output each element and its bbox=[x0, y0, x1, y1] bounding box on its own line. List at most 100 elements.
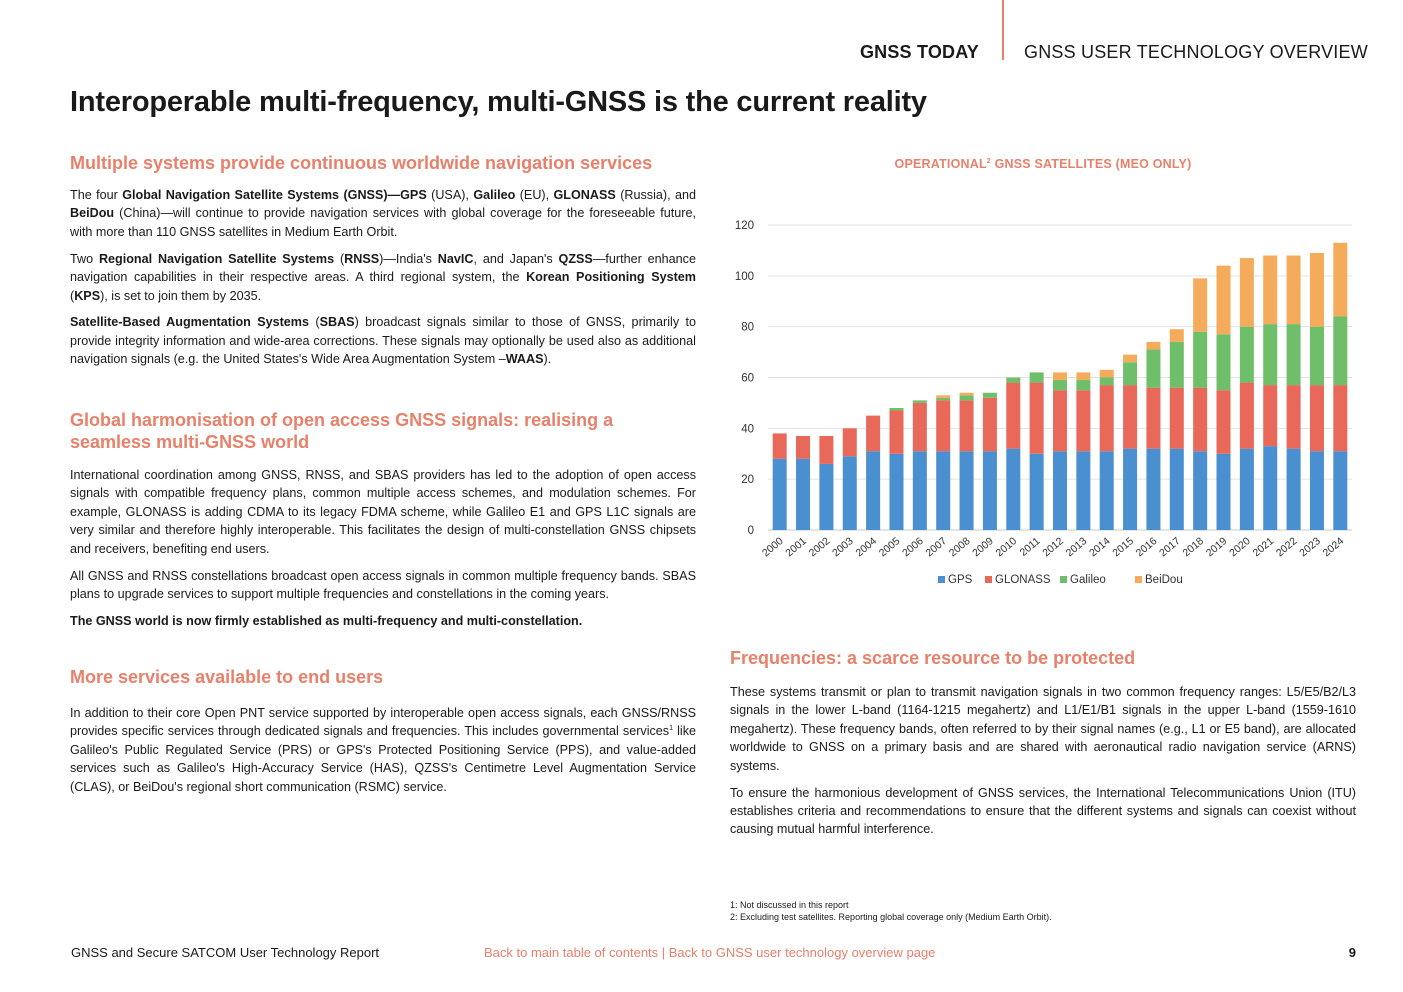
bar-segment-glonass bbox=[842, 428, 857, 457]
bar-segment-gps bbox=[982, 451, 997, 530]
bar-segment-galileo bbox=[1123, 362, 1138, 386]
section-heading: More services available to end users bbox=[70, 667, 384, 687]
x-tick-label: 2005 bbox=[877, 535, 903, 559]
paragraph-conclusion: The GNSS world is now firmly established… bbox=[70, 613, 583, 628]
paragraph-frequency-ranges: These systems transmit or plan to transm… bbox=[730, 685, 1356, 773]
y-tick-label: 20 bbox=[741, 474, 754, 486]
header-right: GNSS USER TECHNOLOGY OVERVIEW bbox=[1024, 42, 1368, 62]
bar-segment-galileo bbox=[889, 408, 904, 411]
x-tick-label: 2014 bbox=[1087, 535, 1113, 559]
footer-links: Back to main table of contents | Back to… bbox=[484, 945, 935, 960]
bar-segment-gps bbox=[1123, 448, 1138, 530]
section-multiple-systems: Multiple systems provide continuous worl… bbox=[70, 152, 696, 377]
bar-segment-glonass bbox=[1309, 385, 1324, 452]
y-tick-label: 40 bbox=[741, 423, 754, 435]
bar-segment-gps bbox=[1239, 448, 1254, 530]
x-tick-label: 2010 bbox=[994, 535, 1020, 559]
bar-segment-galileo bbox=[1146, 349, 1161, 388]
legend-swatch-gps bbox=[938, 576, 945, 583]
bar-segment-glonass bbox=[936, 400, 951, 452]
bar-segment-beidou bbox=[1333, 242, 1348, 317]
x-tick-label: 2008 bbox=[947, 535, 973, 559]
bar-segment-beidou bbox=[1169, 329, 1184, 342]
bar-segment-gps bbox=[866, 451, 881, 530]
bar-segment-beidou bbox=[1099, 369, 1114, 378]
bar-segment-gps bbox=[936, 451, 951, 530]
x-tick-label: 2000 bbox=[760, 535, 786, 559]
bar-segment-galileo bbox=[1309, 326, 1324, 386]
link-overview-page[interactable]: Back to GNSS user technology overview pa… bbox=[668, 945, 936, 960]
x-tick-label: 2018 bbox=[1180, 535, 1206, 559]
bar-segment-gps bbox=[842, 456, 857, 530]
bar-segment-galileo bbox=[1239, 326, 1254, 383]
section-harmonisation: Global harmonisation of open access GNSS… bbox=[70, 409, 696, 639]
bar-segment-glonass bbox=[959, 400, 974, 452]
section-heading: Global harmonisation of open access GNSS… bbox=[70, 410, 614, 452]
bar-segment-gps bbox=[1169, 448, 1184, 530]
x-tick-label: 2002 bbox=[807, 535, 833, 559]
x-tick-label: 2013 bbox=[1064, 535, 1090, 559]
footnote-2: 2: Excluding test satellites. Reporting … bbox=[730, 912, 1052, 922]
section-heading: Frequencies: a scarce resource to be pro… bbox=[730, 648, 1136, 668]
x-tick-label: 2009 bbox=[970, 535, 996, 559]
bar-segment-glonass bbox=[1076, 390, 1091, 452]
bar-segment-gps bbox=[1076, 451, 1091, 530]
bar-segment-gps bbox=[1193, 451, 1208, 530]
x-tick-label: 2017 bbox=[1157, 535, 1183, 559]
bar-segment-glonass bbox=[1193, 387, 1208, 452]
x-tick-label: 2024 bbox=[1321, 535, 1347, 559]
bar-segment-gps bbox=[1099, 451, 1114, 530]
legend-swatch-galileo bbox=[1060, 576, 1067, 583]
bar-segment-glonass bbox=[982, 397, 997, 452]
bar-segment-glonass bbox=[866, 415, 881, 452]
bar-segment-galileo bbox=[1169, 341, 1184, 388]
y-tick-label: 120 bbox=[735, 220, 754, 232]
bar-segment-beidou bbox=[1309, 252, 1324, 327]
bar-segment-gps bbox=[1333, 451, 1348, 530]
bar-segment-glonass bbox=[1263, 385, 1278, 447]
bar-segment-gps bbox=[1263, 446, 1278, 530]
bar-segment-galileo bbox=[1333, 316, 1348, 386]
header-separator bbox=[1002, 0, 1004, 60]
bar-segment-gps bbox=[1146, 448, 1161, 530]
page-number: 9 bbox=[1348, 945, 1356, 960]
bar-segment-galileo bbox=[1099, 377, 1114, 386]
bar-segment-galileo bbox=[959, 395, 974, 401]
legend-label: GLONASS bbox=[995, 574, 1051, 586]
paragraph-sbas: Satellite-Based Augmentation Systems (SB… bbox=[70, 315, 697, 367]
bar-segment-gps bbox=[1006, 448, 1021, 530]
bar-segment-gps bbox=[1286, 448, 1301, 530]
bar-segment-galileo bbox=[1193, 331, 1208, 388]
paragraph-bands: All GNSS and RNSS constellations broadca… bbox=[70, 568, 696, 601]
bar-segment-gps bbox=[796, 458, 811, 530]
bar-segment-glonass bbox=[1029, 382, 1044, 454]
bar-segment-glonass bbox=[1123, 385, 1138, 449]
bar-segment-galileo bbox=[1076, 380, 1091, 391]
link-main-toc[interactable]: Back to main table of contents bbox=[484, 945, 659, 960]
bar-segment-gps bbox=[819, 463, 834, 530]
paragraph-gnss: The four Global Navigation Satellite Sys… bbox=[70, 188, 696, 239]
link-separator: | bbox=[658, 945, 669, 960]
x-tick-label: 2012 bbox=[1040, 535, 1066, 559]
bar-segment-galileo bbox=[936, 397, 951, 401]
page-title: Interoperable multi-frequency, multi-GNS… bbox=[70, 86, 927, 118]
x-tick-label: 2007 bbox=[924, 535, 950, 559]
x-tick-label: 2022 bbox=[1274, 535, 1300, 559]
paragraph-rnss: Two Regional Navigation Satellite System… bbox=[70, 251, 697, 303]
bar-segment-glonass bbox=[1169, 387, 1184, 449]
bar-segment-glonass bbox=[1216, 390, 1231, 454]
chart-title: OPERATIONAL2 GNSS SATELLITES (MEO ONLY) bbox=[894, 157, 1192, 171]
bar-segment-gps bbox=[959, 451, 974, 530]
bar-segment-beidou bbox=[1263, 255, 1278, 325]
x-tick-label: 2004 bbox=[853, 535, 879, 559]
y-tick-label: 100 bbox=[735, 271, 754, 283]
bar-segment-glonass bbox=[912, 402, 927, 452]
bar-segment-galileo bbox=[1263, 324, 1278, 386]
section-heading: Multiple systems provide continuous worl… bbox=[70, 153, 653, 173]
bar-segment-glonass bbox=[1006, 382, 1021, 449]
bar-segment-gps bbox=[889, 453, 904, 530]
bar-segment-glonass bbox=[796, 435, 811, 459]
bar-segment-glonass bbox=[819, 435, 834, 464]
bar-segment-beidou bbox=[1076, 372, 1091, 381]
bar-segment-beidou bbox=[1286, 255, 1301, 325]
